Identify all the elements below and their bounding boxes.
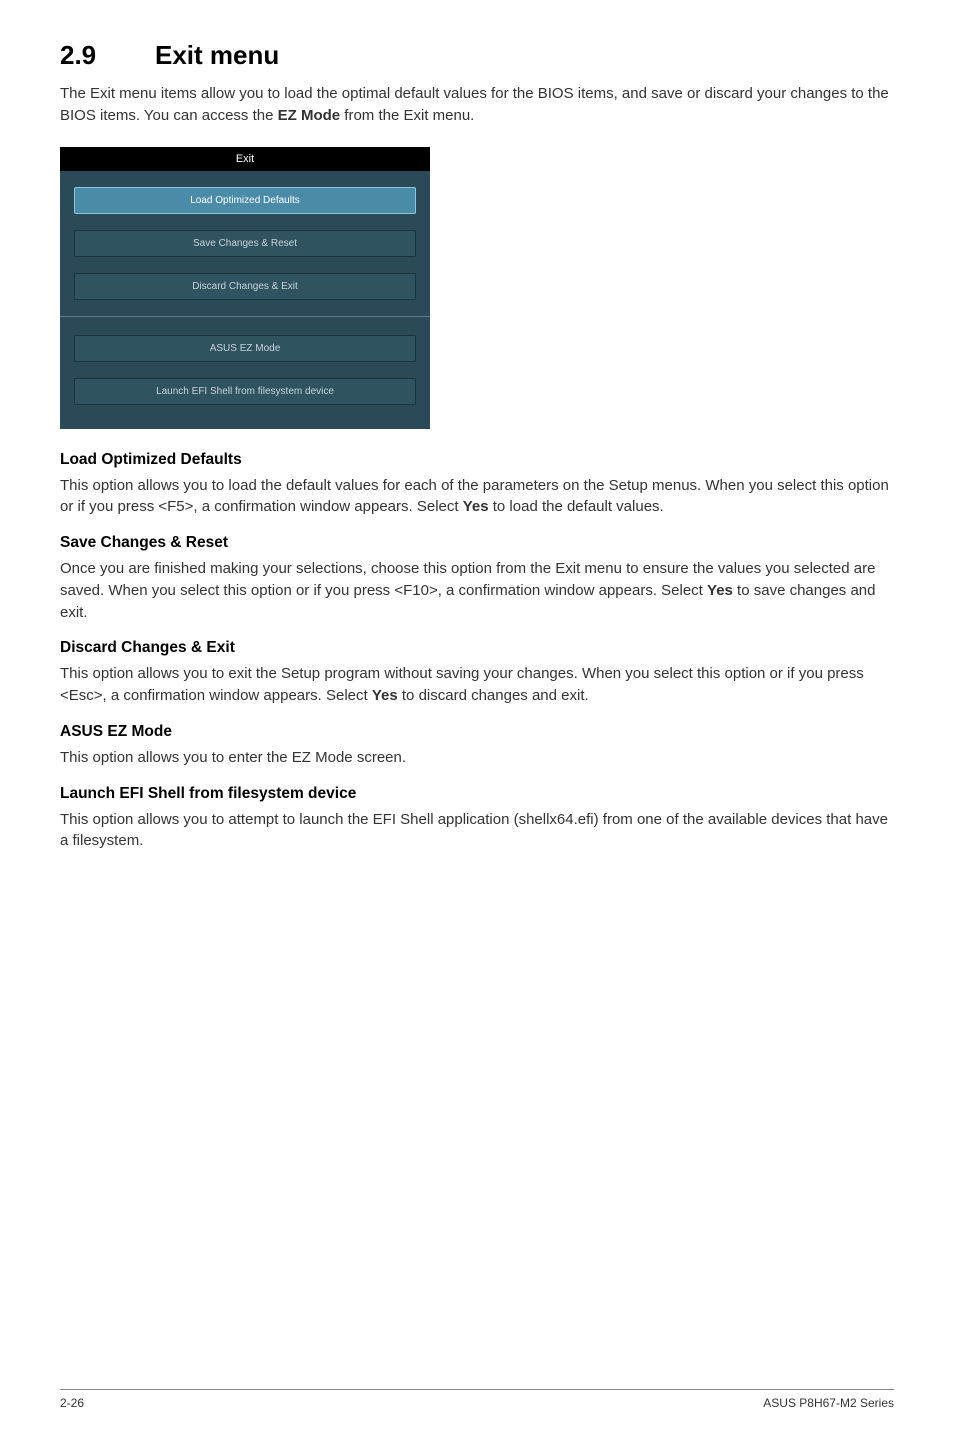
section-number: 2.9 — [60, 40, 155, 71]
bios-save-changes-reset[interactable]: Save Changes & Reset — [74, 230, 416, 257]
body-launch-efi: This option allows you to attempt to lau… — [60, 809, 894, 853]
footer-product: ASUS P8H67-M2 Series — [763, 1396, 894, 1410]
intro-text-b: from the Exit menu. — [340, 107, 474, 124]
section-heading: 2.9Exit menu — [60, 40, 894, 71]
body-s1-bold: Yes — [463, 498, 489, 515]
body-asus-ez-mode: This option allows you to enter the EZ M… — [60, 747, 894, 769]
intro-bold: EZ Mode — [278, 107, 341, 124]
bios-discard-changes-exit[interactable]: Discard Changes & Exit — [74, 273, 416, 300]
intro-text-a: The Exit menu items allow you to load th… — [60, 85, 889, 124]
body-s2-bold: Yes — [707, 582, 733, 599]
footer-page-number: 2-26 — [60, 1396, 84, 1410]
body-discard-changes: This option allows you to exit the Setup… — [60, 663, 894, 707]
subhead-discard-changes: Discard Changes & Exit — [60, 639, 894, 657]
subhead-load-optimized: Load Optimized Defaults — [60, 451, 894, 469]
subhead-asus-ez-mode: ASUS EZ Mode — [60, 723, 894, 741]
bios-launch-efi-shell[interactable]: Launch EFI Shell from filesystem device — [74, 378, 416, 405]
body-s1-b: to load the default values. — [489, 498, 664, 515]
bios-header: Exit — [60, 147, 430, 171]
body-load-optimized: This option allows you to load the defau… — [60, 475, 894, 519]
bios-body: Load Optimized Defaults Save Changes & R… — [60, 171, 430, 413]
subhead-launch-efi: Launch EFI Shell from filesystem device — [60, 785, 894, 803]
page-footer: 2-26 ASUS P8H67-M2 Series — [60, 1389, 894, 1410]
bios-load-optimized-defaults[interactable]: Load Optimized Defaults — [74, 187, 416, 214]
bios-separator — [60, 316, 430, 317]
bios-exit-menu: Exit Load Optimized Defaults Save Change… — [60, 147, 430, 429]
bios-asus-ez-mode[interactable]: ASUS EZ Mode — [74, 335, 416, 362]
body-s3-bold: Yes — [372, 687, 398, 704]
section-title-text: Exit menu — [155, 40, 279, 70]
body-save-changes: Once you are finished making your select… — [60, 558, 894, 623]
subhead-save-changes: Save Changes & Reset — [60, 534, 894, 552]
body-s3-b: to discard changes and exit. — [398, 687, 589, 704]
intro-paragraph: The Exit menu items allow you to load th… — [60, 83, 894, 127]
